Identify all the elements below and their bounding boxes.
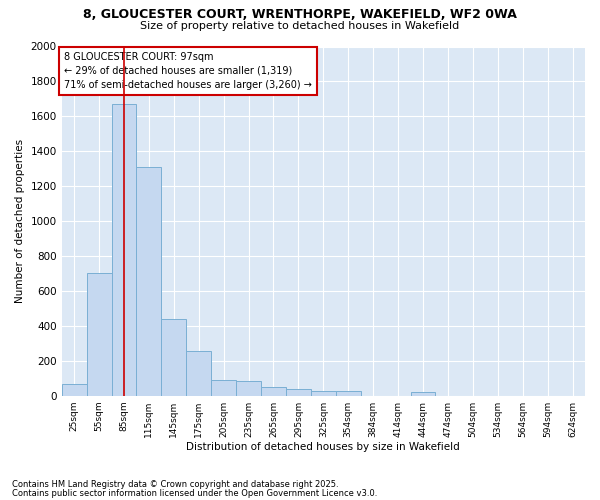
Bar bbox=[336, 392, 361, 396]
Bar bbox=[112, 104, 136, 396]
Text: Contains public sector information licensed under the Open Government Licence v3: Contains public sector information licen… bbox=[12, 488, 377, 498]
Text: 8, GLOUCESTER COURT, WRENTHORPE, WAKEFIELD, WF2 0WA: 8, GLOUCESTER COURT, WRENTHORPE, WAKEFIE… bbox=[83, 8, 517, 20]
Bar bbox=[136, 167, 161, 396]
Bar bbox=[161, 319, 186, 396]
Y-axis label: Number of detached properties: Number of detached properties bbox=[15, 139, 25, 303]
Text: 8 GLOUCESTER COURT: 97sqm
← 29% of detached houses are smaller (1,319)
71% of se: 8 GLOUCESTER COURT: 97sqm ← 29% of detac… bbox=[64, 52, 312, 90]
X-axis label: Distribution of detached houses by size in Wakefield: Distribution of detached houses by size … bbox=[187, 442, 460, 452]
Text: Size of property relative to detached houses in Wakefield: Size of property relative to detached ho… bbox=[140, 21, 460, 31]
Bar bbox=[236, 381, 261, 396]
Bar bbox=[211, 380, 236, 396]
Bar bbox=[186, 351, 211, 396]
Bar bbox=[286, 388, 311, 396]
Bar bbox=[86, 274, 112, 396]
Bar bbox=[311, 392, 336, 396]
Text: Contains HM Land Registry data © Crown copyright and database right 2025.: Contains HM Land Registry data © Crown c… bbox=[12, 480, 338, 489]
Bar bbox=[261, 387, 286, 396]
Bar bbox=[62, 384, 86, 396]
Bar bbox=[410, 392, 436, 396]
